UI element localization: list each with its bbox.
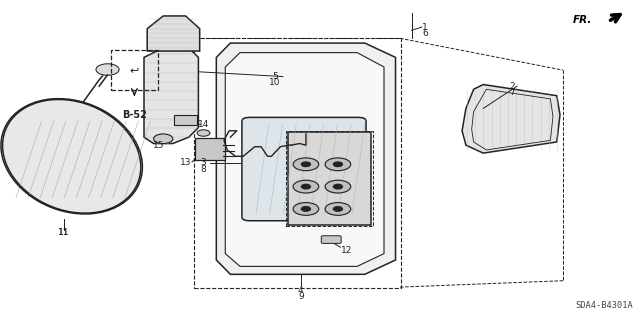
Circle shape: [293, 158, 319, 171]
Text: 11: 11: [58, 228, 70, 237]
Polygon shape: [147, 16, 200, 51]
Circle shape: [325, 158, 351, 171]
FancyBboxPatch shape: [242, 117, 366, 221]
Text: 11: 11: [58, 228, 70, 237]
Text: SDA4-B4301A: SDA4-B4301A: [576, 301, 634, 310]
Polygon shape: [462, 85, 560, 153]
Text: 6: 6: [422, 29, 428, 38]
Circle shape: [154, 134, 173, 144]
Text: 13: 13: [180, 158, 191, 167]
Text: 14: 14: [198, 120, 209, 129]
Text: 2: 2: [509, 82, 515, 91]
Text: 12: 12: [341, 246, 353, 255]
Text: 15: 15: [153, 141, 164, 150]
Circle shape: [293, 180, 319, 193]
Text: ↩: ↩: [130, 65, 139, 75]
Text: 8: 8: [201, 165, 206, 174]
Polygon shape: [225, 53, 384, 266]
Text: FR.: FR.: [573, 15, 592, 25]
Text: 3: 3: [201, 158, 206, 167]
Circle shape: [325, 180, 351, 193]
Text: 9: 9: [298, 292, 303, 301]
FancyBboxPatch shape: [321, 236, 341, 243]
Text: 5: 5: [273, 72, 278, 81]
Circle shape: [333, 207, 342, 211]
FancyBboxPatch shape: [174, 115, 197, 125]
FancyBboxPatch shape: [288, 132, 371, 225]
Circle shape: [325, 203, 351, 215]
Circle shape: [301, 184, 310, 189]
Text: 10: 10: [269, 78, 281, 87]
Text: 7: 7: [509, 88, 515, 97]
Ellipse shape: [3, 100, 141, 213]
Circle shape: [96, 64, 119, 75]
Circle shape: [293, 203, 319, 215]
Polygon shape: [144, 48, 198, 144]
Circle shape: [301, 207, 310, 211]
Circle shape: [197, 130, 210, 136]
Text: 4: 4: [298, 286, 303, 295]
Polygon shape: [216, 43, 396, 274]
Circle shape: [333, 162, 342, 167]
Circle shape: [301, 162, 310, 167]
Text: 1: 1: [422, 23, 428, 32]
Circle shape: [333, 184, 342, 189]
Text: B-52: B-52: [122, 110, 147, 120]
FancyBboxPatch shape: [195, 138, 225, 160]
